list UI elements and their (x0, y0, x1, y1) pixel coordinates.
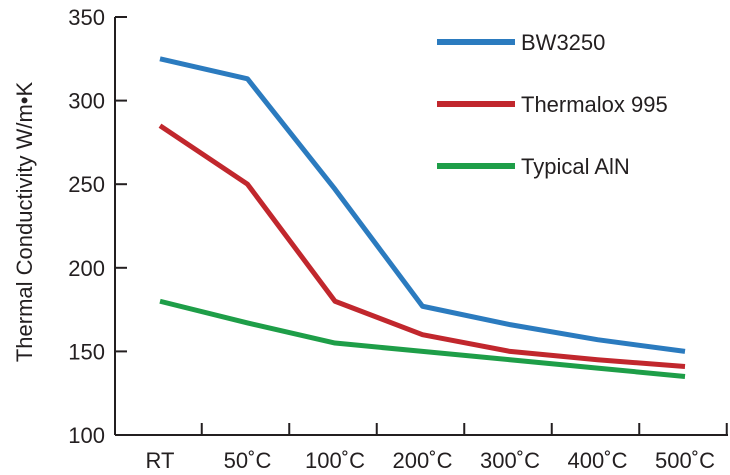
y-tick-label: 200 (68, 256, 105, 281)
x-tick-label: 400˚C (568, 448, 628, 473)
series-layer (158, 56, 686, 379)
y-tick-label: 300 (68, 89, 105, 114)
x-tick-label: 100˚C (305, 448, 365, 473)
x-tick-label: 300˚C (480, 448, 540, 473)
series-line-0 (159, 56, 686, 354)
y-tick-label: 250 (68, 172, 105, 197)
x-tick-label: RT (146, 448, 175, 473)
y-axis-title: Thermal Conductivity W/m•K (12, 82, 37, 363)
series-line-1 (158, 123, 686, 369)
x-tick-label: 200˚C (393, 448, 453, 473)
legend: BW3250 Thermalox 995 Typical AlN (437, 30, 668, 179)
x-tick-label: 500˚C (655, 448, 715, 473)
legend-label: Typical AlN (521, 154, 630, 179)
series-line-2 (159, 298, 686, 379)
y-tick-label: 350 (68, 5, 105, 30)
axes: 100 150 200 250 300 350 RT 50˚C 100˚C 200˚C 300˚C 4… (68, 5, 728, 473)
y-tick-label: 150 (68, 339, 105, 364)
x-tick-label: 50˚C (224, 448, 272, 473)
y-tick-label: 100 (68, 423, 105, 448)
legend-label: Thermalox 995 (521, 92, 668, 117)
legend-label: BW3250 (521, 30, 605, 55)
